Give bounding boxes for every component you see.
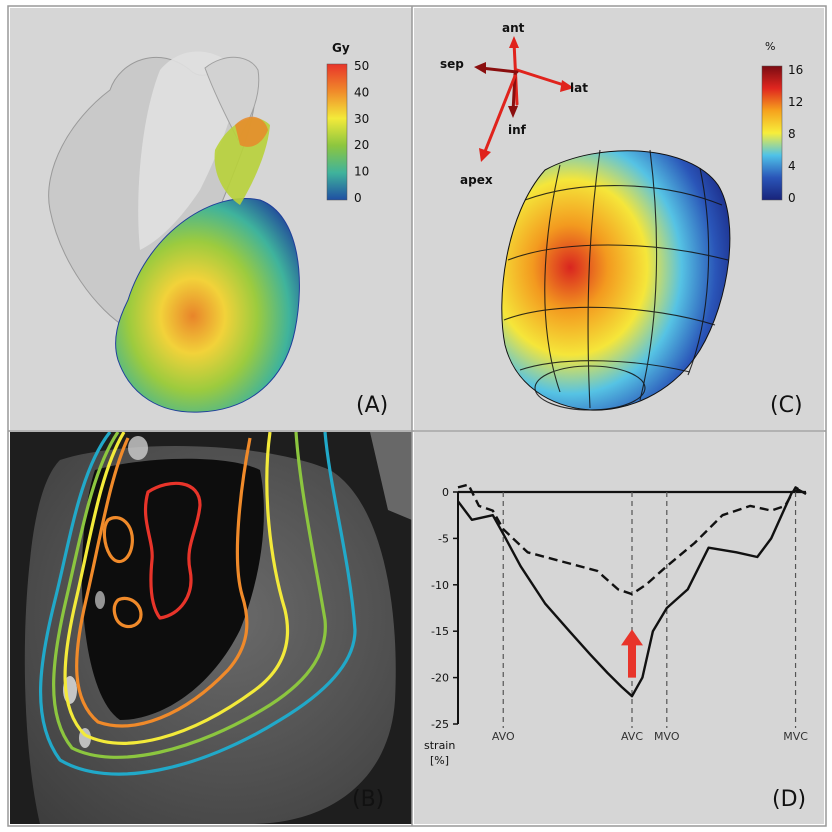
apex-arrow	[482, 74, 517, 156]
inf-label: inf	[508, 123, 527, 137]
chart-ylabel-line1: strain	[424, 739, 455, 752]
isodose-contour	[52, 432, 327, 759]
isodose-contour	[102, 516, 134, 564]
colorbar-tick-label: 30	[354, 112, 369, 126]
colorbar-tick-label: 0	[788, 191, 796, 205]
y-tick-label: -5	[438, 532, 449, 545]
isodose-contour	[63, 432, 290, 745]
highlight-arrow-head	[621, 629, 643, 646]
lat-label: lat	[570, 81, 588, 95]
panel-a-label: (A)	[356, 393, 388, 418]
heart-dose-rendering	[48, 51, 300, 413]
panel-d-label: (D)	[772, 787, 806, 812]
colorbar-c-unit: %	[765, 40, 775, 53]
sep-label: sep	[440, 57, 464, 71]
panel-b-label: (B)	[352, 787, 384, 812]
colorbar-a-ticks: 50 40 30 20 10 0	[354, 59, 369, 205]
colorbar-tick-label: 10	[354, 165, 369, 179]
lv-strain-map	[501, 149, 731, 411]
panel-a: Gy 50 40 30 20 10 0 (A)	[10, 8, 412, 430]
event-label: AVC	[621, 730, 643, 743]
panel-dividers	[7, 5, 827, 827]
y-tick-label: -25	[431, 718, 449, 731]
lat-arrow	[515, 68, 569, 88]
strain-chart: 0 -5 -10 -15 -20 -25 AVO AVC MVO MVC	[431, 483, 808, 743]
colorbar-c-bar	[761, 65, 783, 201]
isodose-contour	[112, 596, 143, 629]
colorbar-tick-label: 4	[788, 159, 796, 173]
colorbar-c: % 16 12 8 4 0	[761, 40, 803, 205]
y-tick-label: -15	[431, 625, 449, 638]
ant-label: ant	[502, 21, 525, 35]
panel-d-background	[414, 432, 824, 824]
colorbar-tick-label: 8	[788, 127, 796, 141]
event-label: AVO	[492, 730, 515, 743]
panel-c-label: (C)	[770, 393, 803, 418]
colorbar-tick-label: 50	[354, 59, 369, 73]
colorbar-c-ticks: 16 12 8 4 0	[788, 63, 803, 205]
colorbar-tick-label: 20	[354, 138, 369, 152]
chart-ylabel-line2: [%]	[430, 754, 449, 767]
isodose-contours	[39, 432, 357, 776]
orientation-axes: ant sep lat inf apex	[440, 21, 588, 187]
colorbar-tick-label: 0	[354, 191, 362, 205]
colorbar-a-unit: Gy	[332, 41, 350, 55]
series-line-dashed	[457, 483, 807, 596]
y-tick-label: -20	[431, 672, 449, 685]
colorbar-a-bar	[326, 63, 348, 201]
event-label: MVO	[654, 730, 680, 743]
colorbar-tick-label: 40	[354, 85, 369, 99]
isodose-contour	[39, 432, 357, 776]
y-tick-label: 0	[442, 486, 449, 499]
isodose-contour	[143, 481, 202, 620]
colorbar-tick-label: 12	[788, 95, 803, 109]
panel-d: 0 -5 -10 -15 -20 -25 AVO AVC MVO MVC strain [%] (…	[414, 432, 824, 824]
colorbar-a: Gy 50 40 30 20 10 0	[326, 41, 369, 205]
panel-b: (B)	[10, 432, 412, 824]
panel-c: ant sep lat inf apex %	[414, 8, 824, 430]
y-tick-label: -10	[431, 579, 449, 592]
isodose-contour	[75, 437, 252, 728]
sep-arrow	[479, 66, 519, 74]
lv-surface	[501, 150, 731, 411]
colorbar-tick-label: 16	[788, 63, 803, 77]
event-label: MVC	[783, 730, 808, 743]
series-line-solid	[457, 488, 807, 698]
apex-label: apex	[460, 173, 493, 187]
